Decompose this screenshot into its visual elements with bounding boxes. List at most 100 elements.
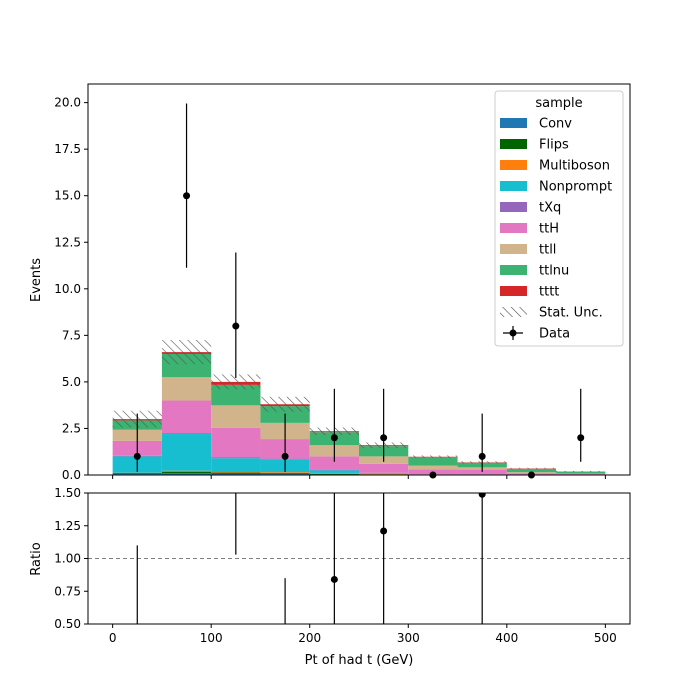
legend-label: Flips	[539, 138, 569, 153]
x-tick-label-1: 100	[200, 631, 223, 645]
legend-entry-ttlnu: ttlnu	[500, 264, 569, 279]
legend-label: ttH	[539, 222, 559, 237]
ratio-point-5	[478, 493, 486, 498]
ratio-point-2	[282, 652, 289, 659]
legend-swatch	[500, 307, 527, 317]
bar-nonprompt-1	[161, 434, 212, 471]
legend-frame	[494, 90, 624, 347]
legend-label: Stat. Unc.	[539, 306, 603, 321]
legend-swatch	[500, 118, 527, 128]
ratio-y-axis-label: Ratio	[29, 542, 44, 575]
legend-swatch	[500, 265, 527, 275]
legend-entry-stat-unc-: Stat. Unc.	[500, 306, 603, 321]
x-tick-label-0: 0	[109, 631, 117, 645]
ratio-point-4	[380, 527, 388, 535]
legend-entry-data: Data	[503, 326, 570, 342]
legend-label: ttll	[539, 243, 556, 258]
ratio-point-3	[330, 575, 338, 583]
bar-ttlnu-9	[556, 471, 606, 474]
data-points	[133, 103, 585, 479]
main-y-ticks: 0.0 2.5 5.0 7.5 10.0 12.5 15.0 17.5 20.0	[54, 96, 88, 482]
ratio-y-tick-label-2: 1.00	[54, 552, 81, 566]
bar-ttlnu-6	[408, 457, 458, 466]
bar-tth-5	[359, 463, 409, 473]
main-y-tick-label-0: 0.0	[62, 468, 81, 482]
legend-label: Conv	[539, 117, 572, 132]
bar-multiboson-2	[211, 472, 261, 473]
bar-ttll-1	[161, 377, 212, 401]
legend-entry-ttll: ttll	[500, 243, 556, 258]
main-x-ticks	[112, 475, 606, 479]
bar-txq-1	[161, 433, 212, 435]
bar-multiboson-4	[309, 472, 359, 474]
bar-conv-2	[211, 473, 261, 475]
x-tick-label-2: 200	[298, 631, 321, 645]
ratio-plot-area: 0.50 0.75 1.00 1.25 1.50 0 100 200 300 400 500 Ra…	[29, 479, 631, 668]
data-point-0	[133, 452, 141, 460]
legend-swatch	[500, 223, 527, 233]
legend-entry-multiboson: Multiboson	[500, 159, 610, 174]
legend-swatch	[500, 244, 527, 254]
main-y-axis-label: Events	[29, 258, 44, 302]
bar-ttll-6	[408, 465, 458, 470]
legend-label: tttt	[539, 285, 559, 300]
ratio-point-0	[134, 643, 141, 650]
x-tick-label-4: 400	[495, 631, 518, 645]
bar-ttlnu-8	[506, 468, 557, 473]
stacked-bars	[112, 352, 606, 475]
ratio-y-tick-label-1: 0.75	[54, 584, 81, 598]
legend-entry-tttt: tttt	[500, 285, 559, 300]
x-tick-label-5: 500	[594, 631, 617, 645]
legend-swatch	[500, 160, 527, 170]
legend-title: sample	[535, 96, 582, 111]
main-y-tick-label-5: 12.5	[54, 235, 81, 249]
data-point-9	[577, 434, 585, 442]
bar-txq-2	[211, 457, 261, 459]
stat-unc-band-1	[161, 340, 212, 365]
bar-tth-1	[161, 400, 212, 434]
ratio-y-ticks: 0.50 0.75 1.00 1.25 1.50	[54, 486, 88, 631]
bar-multiboson-3	[260, 472, 310, 474]
bar-nonprompt-2	[211, 458, 261, 473]
legend: sample Conv Flips Multiboson Nonprompt tXq tt…	[494, 90, 624, 347]
stat-unc-band-2	[211, 374, 261, 390]
data-point-7	[478, 452, 486, 460]
legend-label: Multiboson	[539, 159, 610, 174]
ratio-y-tick-label-0: 0.50	[54, 617, 81, 631]
x-axis-label: Pt of had t (GeV)	[305, 653, 414, 668]
data-point-4	[330, 434, 338, 442]
legend-label: ttlnu	[539, 264, 569, 279]
main-plot-area: 0.0 2.5 5.0 7.5 10.0 12.5 15.0 17.5 20.0 Events	[29, 83, 631, 482]
bar-nonprompt-5	[359, 473, 409, 474]
legend-swatch	[500, 181, 527, 191]
bar-ttll-9	[556, 473, 606, 475]
bar-tth-2	[211, 427, 261, 458]
bar-conv-1	[161, 473, 212, 475]
legend-entry-tth: ttH	[500, 222, 559, 237]
legend-swatch	[500, 139, 527, 149]
data-point-3	[281, 452, 289, 460]
bar-tth-4	[309, 456, 359, 470]
main-y-tick-label-7: 17.5	[54, 142, 81, 156]
x-tick-label-3: 300	[397, 631, 420, 645]
legend-swatch	[500, 202, 527, 212]
main-y-tick-label-2: 5.0	[62, 375, 81, 389]
ratio-y-tick-label-3: 1.25	[54, 519, 81, 533]
bar-tth-7	[457, 469, 507, 475]
legend-swatch	[500, 286, 527, 296]
main-y-tick-label-8: 20.0	[54, 96, 81, 110]
bar-ttlnu-2	[211, 384, 261, 406]
bar-nonprompt-4	[309, 470, 359, 473]
stat-unc-band-9	[556, 470, 606, 473]
bar-flips-1	[161, 471, 212, 474]
main-y-tick-label-6: 15.0	[54, 189, 81, 203]
legend-label: Nonprompt	[539, 180, 612, 195]
ratio-points	[134, 479, 486, 659]
legend-label: Data	[539, 327, 570, 342]
legend-marker	[509, 329, 517, 337]
bar-flips-4	[309, 473, 359, 475]
legend-label: tXq	[539, 201, 561, 216]
bar-flips-0	[112, 473, 162, 475]
ratio-point-1	[232, 479, 239, 486]
